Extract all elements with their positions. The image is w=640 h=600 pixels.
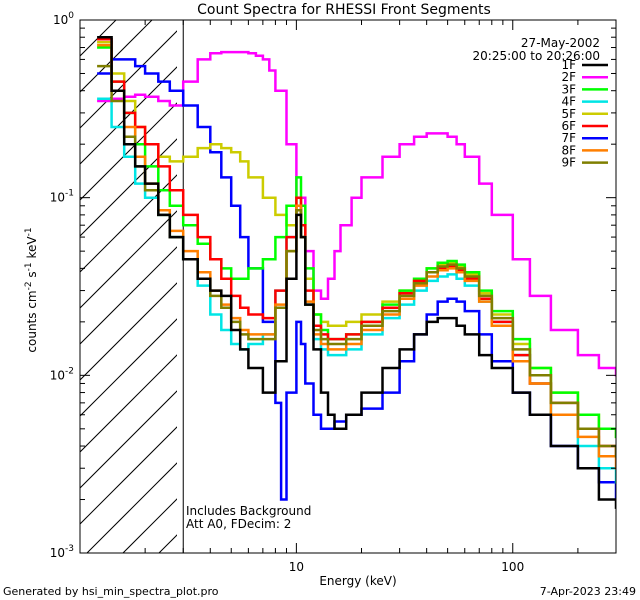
y-tick-label: 100	[53, 11, 74, 27]
legend-label-7F: 7F	[561, 131, 576, 145]
series-4F	[97, 97, 616, 484]
plot-frame	[79, 19, 617, 554]
hatch-line	[86, 462, 177, 553]
legend-label-9F: 9F	[561, 156, 576, 170]
y-tick-label: 10-1	[50, 189, 74, 205]
hatch-line	[80, 354, 177, 453]
series-5F	[97, 40, 616, 439]
y-axis-label: counts cm-2 s-1 keV-1	[24, 227, 39, 352]
hatch-line	[80, 318, 177, 417]
x-axis-label: Energy (keV)	[319, 574, 396, 588]
hatch-line	[80, 20, 81, 21]
series-8F	[97, 44, 616, 470]
hatch-line	[80, 390, 177, 489]
hatch-line	[80, 30, 177, 129]
background-note: Includes Background	[186, 504, 311, 518]
series-9F	[97, 64, 616, 458]
time-range-label: 20:25:00 to 20:26:00	[473, 49, 600, 63]
timestamp: 7-Apr-2023 23:49	[540, 585, 636, 598]
chart-title: Count Spectra for RHESSI Front Segments	[197, 2, 491, 18]
x-tick-label: 10	[289, 560, 304, 574]
hatch-line	[80, 282, 177, 381]
series-6F	[97, 37, 616, 458]
legend-label-8F: 8F	[561, 143, 576, 157]
legend-label-4F: 4F	[561, 95, 576, 109]
series-1F	[97, 35, 616, 509]
hatch-line	[80, 138, 177, 237]
hatch-line	[80, 426, 177, 525]
legend-label-1F: 1F	[561, 58, 576, 72]
y-tick-label: 10-3	[50, 544, 74, 560]
legend-label-3F: 3F	[561, 82, 576, 96]
series-layer	[97, 35, 616, 509]
axes: 10 100 10-3 10-2 10-1 100	[50, 11, 617, 574]
legend-label-5F: 5F	[561, 107, 576, 121]
legend-label-6F: 6F	[561, 119, 576, 133]
x-tick-label: 100	[501, 560, 524, 574]
attenuator-note: Att A0, FDecim: 2	[186, 517, 291, 531]
hatched-region	[80, 20, 177, 553]
hatch-line	[80, 210, 177, 309]
legend-label-2F: 2F	[561, 70, 576, 84]
series-2F	[97, 50, 616, 377]
hatch-line	[80, 246, 177, 345]
date-label: 27-May-2002	[521, 36, 600, 50]
series-7F	[97, 58, 616, 501]
y-tick-label: 10-2	[50, 366, 74, 382]
hatch-line	[80, 102, 177, 201]
generated-by: Generated by hsi_min_spectra_plot.pro	[3, 585, 219, 598]
